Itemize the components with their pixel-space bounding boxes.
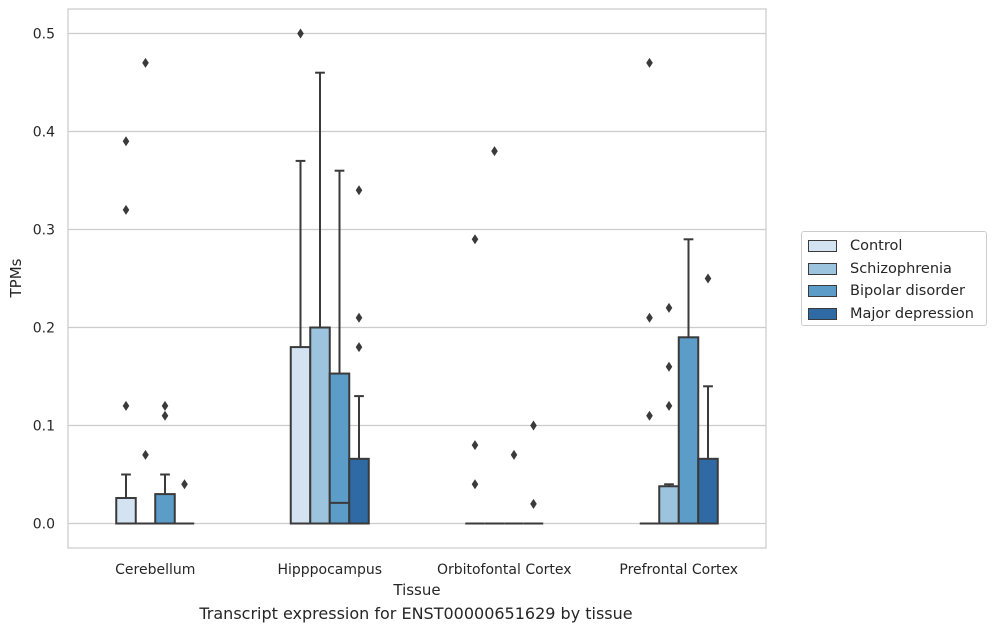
x-axis-title: Tissue (392, 581, 440, 599)
outlier-point (704, 273, 712, 284)
outlier-point (471, 234, 479, 245)
x-tick-label: Cerebellum (115, 562, 195, 578)
outlier-point (122, 136, 130, 147)
outlier-point (471, 440, 479, 451)
legend-item-bipolar-disorder: Bipolar disorder (808, 280, 986, 303)
outlier-point (161, 410, 169, 421)
box (677, 336, 700, 525)
y-axis-title: TPMs (7, 258, 25, 298)
x-tick-label: Hipppocampus (277, 562, 382, 578)
y-tick-label: 0.1 (33, 419, 55, 435)
box (658, 485, 680, 525)
outlier-point (665, 302, 673, 313)
chart-caption: Transcript expression for ENST0000065162… (199, 604, 633, 623)
outlier-point (510, 449, 518, 460)
legend-swatch-bipolar-disorder (808, 285, 837, 298)
outlier-point (646, 57, 653, 68)
outlier-point (355, 342, 363, 353)
legend-label-major-depression: Major depression (850, 305, 974, 322)
outlier-point (530, 420, 537, 431)
box (309, 326, 331, 525)
box-groups (115, 28, 719, 525)
legend-item-schizophrenia: Schizophrenia (808, 258, 986, 281)
legend-label-control: Control (850, 238, 903, 255)
y-tick-labels: 0.0 0.1 0.2 0.3 0.4 0.5 (33, 27, 55, 533)
y-tick-label: 0.4 (33, 125, 55, 141)
y-tick-label: 0.5 (33, 27, 55, 43)
box (697, 457, 719, 525)
y-tick-label: 0.3 (33, 223, 55, 239)
outlier-point (530, 498, 537, 509)
outlier-point (665, 400, 673, 411)
box (115, 497, 137, 525)
legend-swatch-major-depression (808, 307, 837, 320)
outlier-point (142, 57, 149, 68)
y-tick-label: 0.2 (33, 321, 55, 337)
legend-item-major-depression: Major depression (808, 303, 986, 326)
box (328, 372, 351, 525)
legend-label-schizophrenia: Schizophrenia (850, 260, 952, 277)
outlier-point (161, 400, 169, 411)
outlier-point (142, 449, 149, 460)
legend-label-bipolar-disorder: Bipolar disorder (850, 283, 965, 300)
x-tick-label: Prefrontal Cortex (619, 562, 738, 578)
legend-swatch-schizophrenia (808, 262, 837, 275)
x-tick-label: Orbitofontal Cortex (437, 562, 572, 578)
outlier-point (491, 146, 498, 157)
outlier-point (297, 28, 304, 39)
outlier-point (122, 400, 130, 411)
outlier-point (471, 479, 479, 490)
outlier-point (665, 361, 673, 372)
legend-item-control: Control (808, 235, 986, 258)
outlier-point (355, 312, 363, 323)
outlier-point (355, 185, 363, 196)
outlier-point (646, 312, 653, 323)
box (289, 346, 312, 525)
y-tick-label: 0.0 (33, 517, 55, 533)
box (348, 457, 370, 525)
x-tick-labels: Cerebellum Hipppocampus Orbitofontal Corte… (115, 562, 738, 578)
outlier-point (122, 204, 130, 215)
outlier-point (646, 410, 653, 421)
box (154, 493, 176, 525)
plot-area (67, 8, 767, 549)
legend-swatch-control (808, 240, 837, 253)
legend: Control Schizophrenia Bipolar disorder M… (801, 231, 987, 326)
outlier-point (181, 479, 188, 490)
